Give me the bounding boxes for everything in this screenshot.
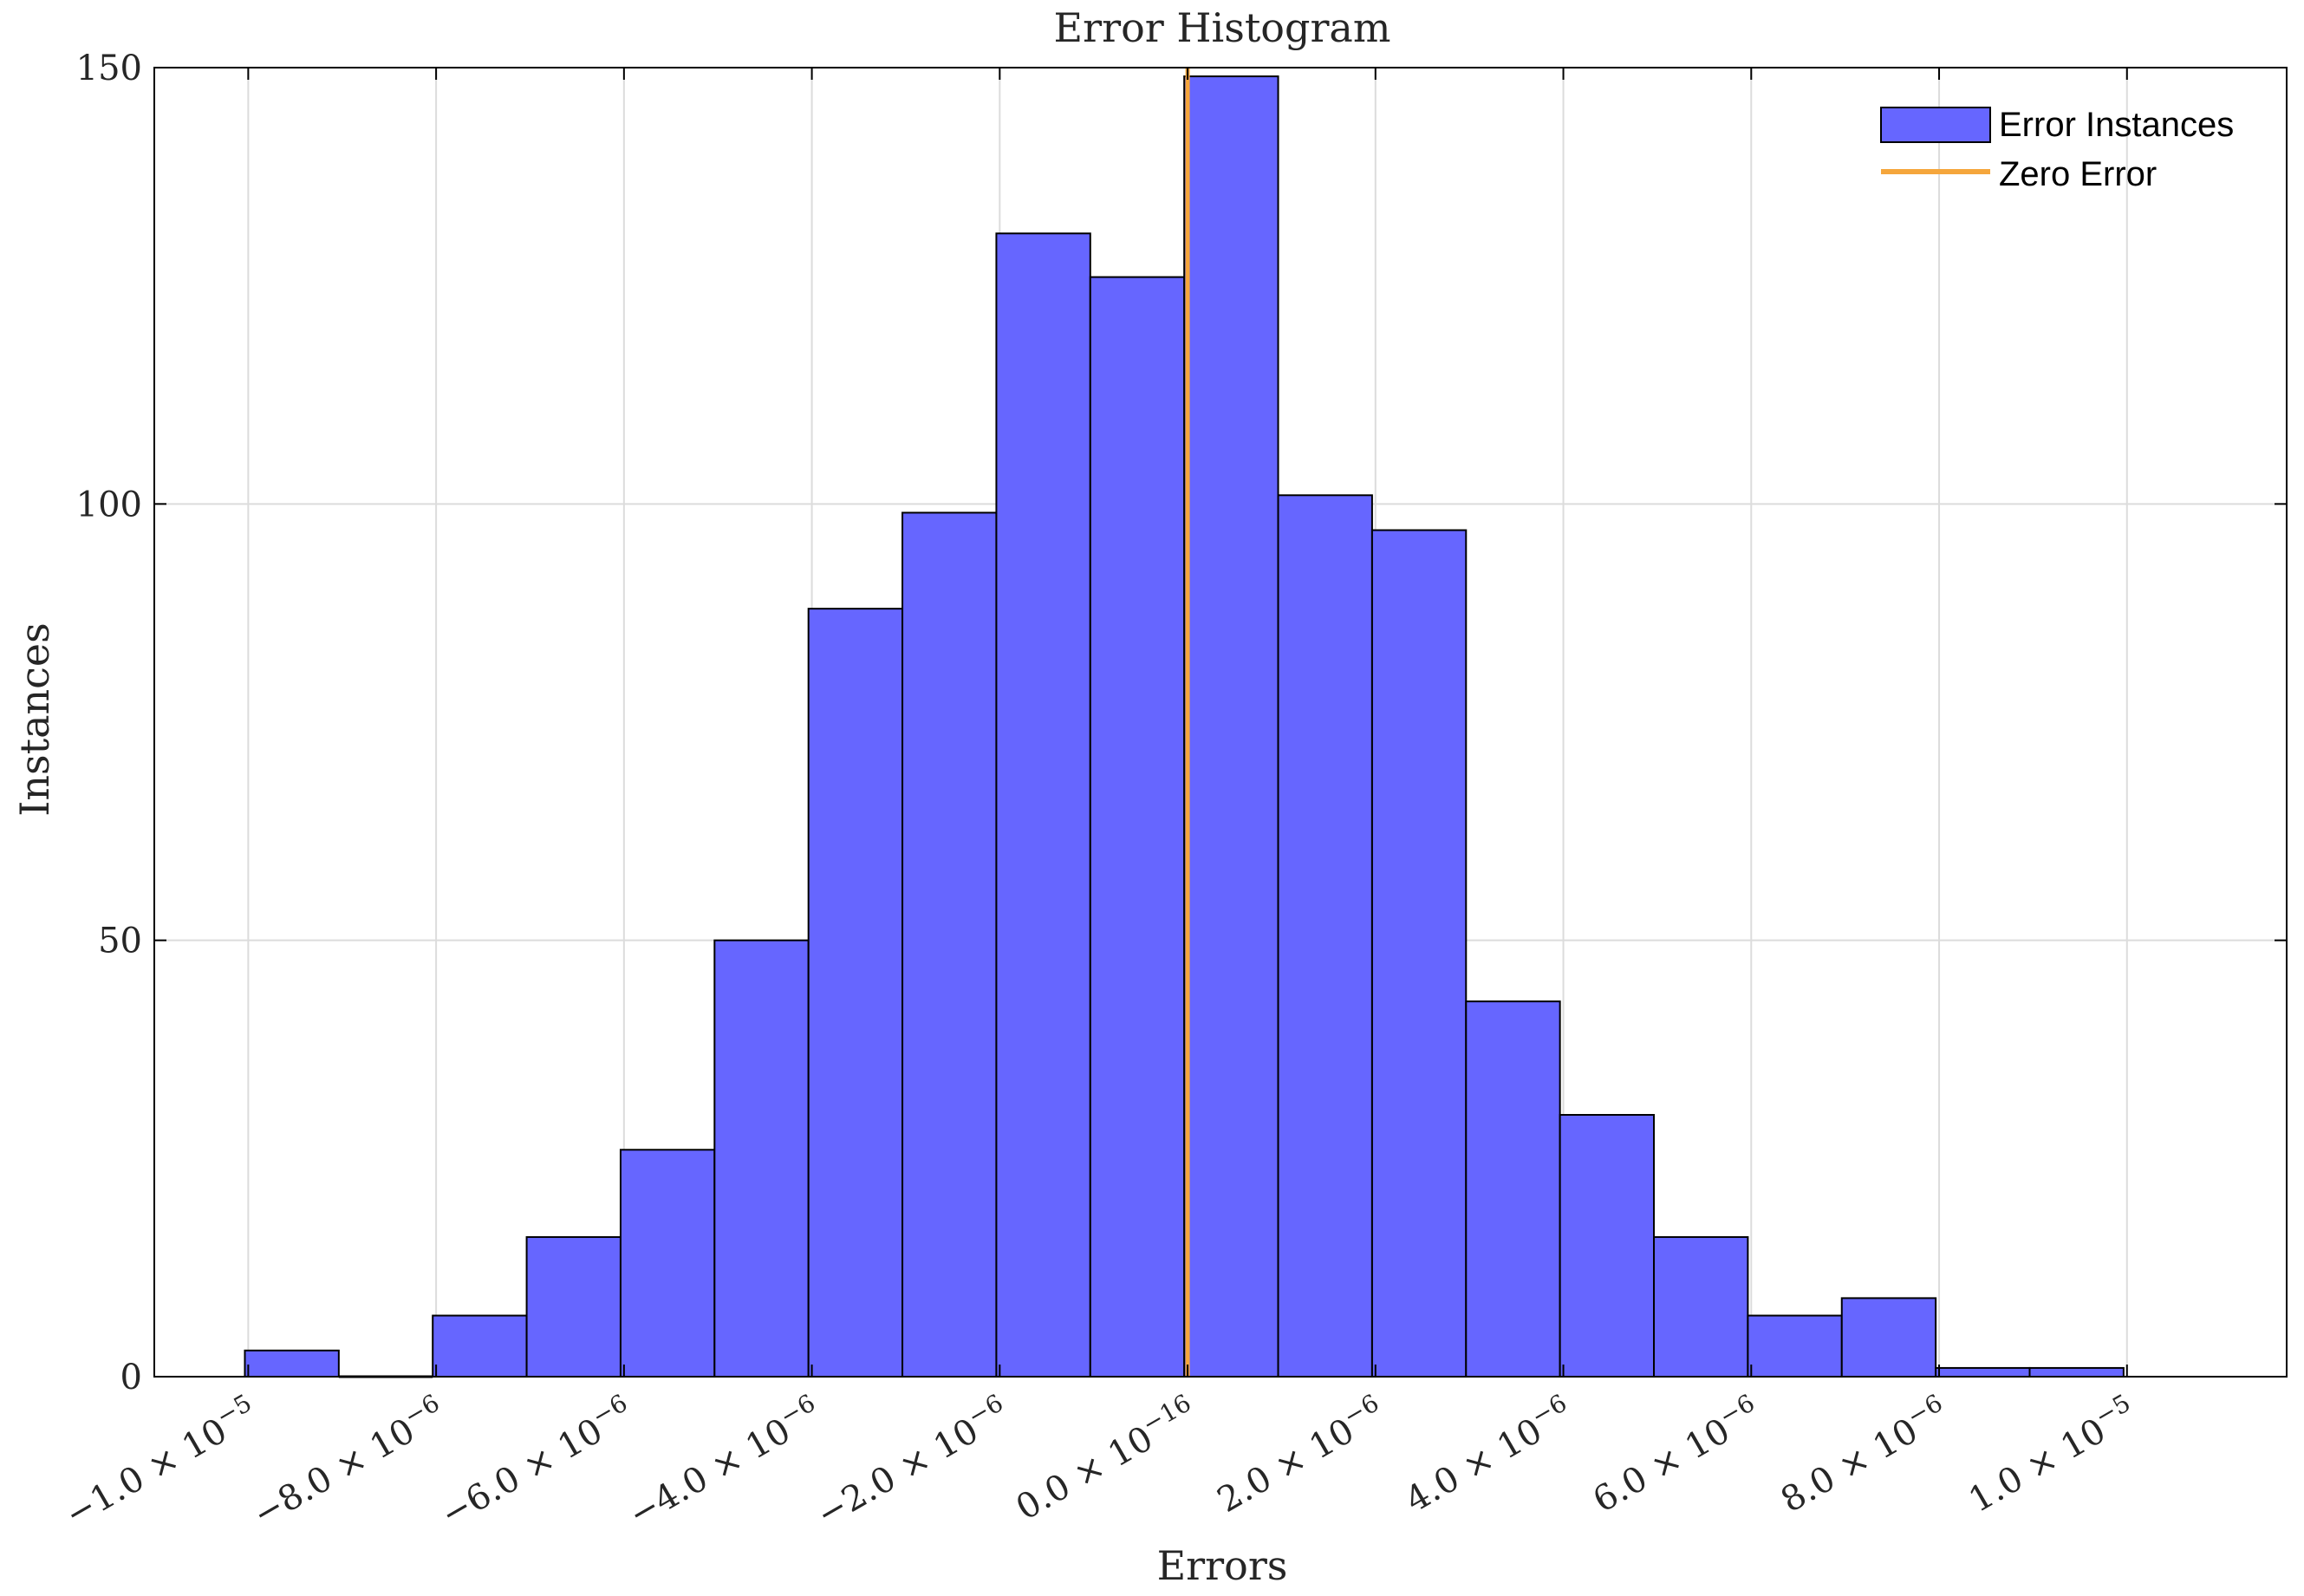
histogram-bars bbox=[244, 75, 2125, 1378]
histogram-bar bbox=[901, 511, 998, 1378]
legend-label-error-instances: Error Instances bbox=[1999, 106, 2234, 144]
y-tick-label: 0 bbox=[120, 1358, 142, 1397]
histogram-bar bbox=[1277, 494, 1373, 1378]
histogram-bar bbox=[244, 1349, 340, 1378]
histogram-bar bbox=[525, 1235, 622, 1378]
histogram-bar bbox=[1183, 75, 1279, 1378]
histogram-bar bbox=[1559, 1114, 1656, 1378]
x-tick-label: −4.0 × 10−6 bbox=[620, 1389, 829, 1535]
axes-box bbox=[153, 67, 2288, 1378]
x-tick-label: 2.0 × 10−6 bbox=[1208, 1389, 1392, 1521]
legend: Error Instances Zero Error bbox=[1880, 106, 2234, 193]
histogram-bar bbox=[1653, 1235, 1749, 1378]
histogram-bar bbox=[619, 1149, 716, 1378]
histogram-bar bbox=[995, 232, 1091, 1378]
chart-title: Error Histogram bbox=[1054, 4, 1391, 51]
histogram-bar bbox=[713, 939, 810, 1378]
x-tick-label: 1.0 × 10−5 bbox=[1960, 1389, 2144, 1521]
legend-label-zero-error: Zero Error bbox=[1999, 155, 2157, 193]
histogram-bar bbox=[1465, 1000, 1561, 1378]
histogram-bar bbox=[432, 1314, 528, 1378]
y-axis-ticks: 0 50 100 150 bbox=[76, 49, 2287, 1397]
histogram-bar bbox=[1747, 1314, 1843, 1378]
histogram-bar bbox=[1089, 276, 1186, 1378]
y-tick-label: 50 bbox=[98, 922, 142, 961]
x-tick-label: 4.0 × 10−6 bbox=[1396, 1389, 1580, 1521]
x-tick-label: −2.0 × 10−6 bbox=[807, 1389, 1016, 1535]
y-axis-label: Instances bbox=[11, 622, 58, 817]
histogram-bar bbox=[2028, 1366, 2125, 1378]
y-tick-label: 150 bbox=[76, 49, 142, 88]
x-axis-label: Errors bbox=[1157, 1542, 1288, 1589]
histogram-bar bbox=[1840, 1297, 1937, 1378]
x-tick-label: 6.0 × 10−6 bbox=[1584, 1389, 1767, 1521]
legend-swatch-error-instances bbox=[1880, 107, 1991, 143]
histogram-bar bbox=[1935, 1366, 2031, 1378]
x-tick-label: −6.0 × 10−6 bbox=[432, 1389, 641, 1535]
x-tick-label: −8.0 × 10−6 bbox=[244, 1389, 452, 1535]
y-tick-label: 100 bbox=[76, 485, 142, 524]
histogram-bar bbox=[1370, 529, 1468, 1378]
x-tick-label: 8.0 × 10−6 bbox=[1772, 1389, 1956, 1521]
x-tick-label: 0.0 × 10−16 bbox=[1007, 1389, 1204, 1528]
x-tick-label: −1.0 × 10−5 bbox=[55, 1389, 264, 1535]
histogram-bar bbox=[807, 608, 904, 1378]
